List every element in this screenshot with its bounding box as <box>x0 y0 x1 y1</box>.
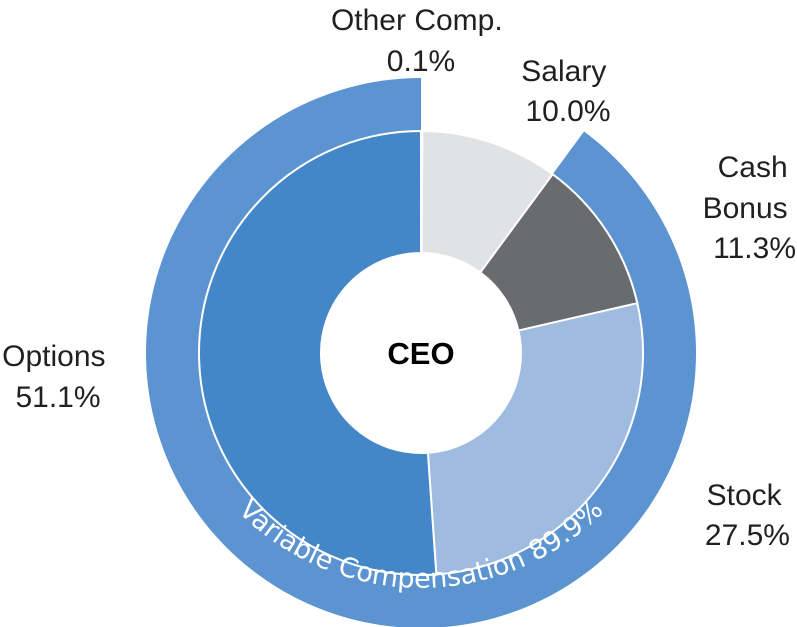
label-salary: Salary 10.0% <box>521 55 614 128</box>
label-other-comp: Other Comp. 0.1% <box>331 4 511 78</box>
label-options: Options 51.1% <box>2 340 114 414</box>
label-stock: Stock 27.5% <box>705 479 790 552</box>
label-cash-bonus: Cash Bonus 11.3% <box>703 151 796 265</box>
center-label: CEO <box>387 336 454 371</box>
donut-hole <box>321 253 521 453</box>
